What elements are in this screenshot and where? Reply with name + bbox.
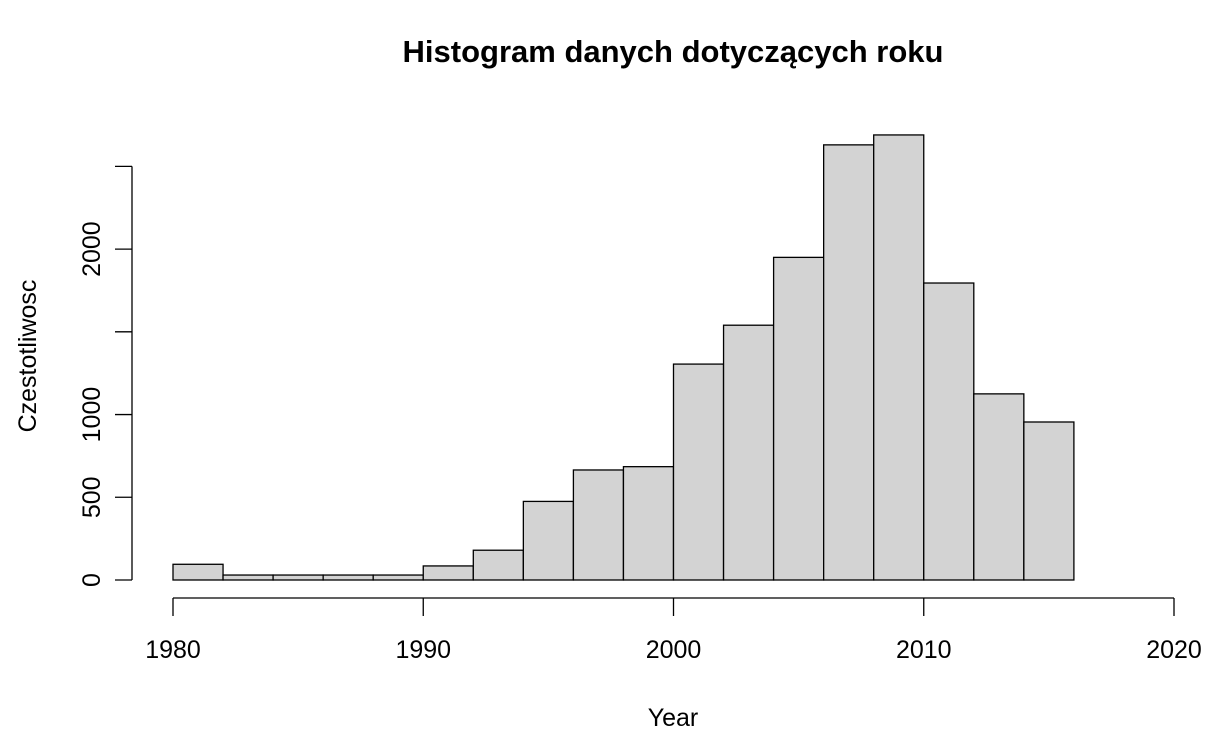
histogram-bar-2000-2002 (672, 363, 725, 581)
histogram-bar-2004-2006 (772, 256, 825, 581)
histogram-bar-2012-2014 (973, 393, 1025, 581)
x-tick-label: 1990 (395, 636, 451, 664)
y-axis-label: Czestotliwosc (14, 280, 42, 433)
histogram-bar-1998-2000 (622, 466, 675, 581)
histogram-bar-2002-2004 (722, 324, 775, 581)
x-tick-label: 1980 (145, 636, 201, 664)
histogram-bar-1996-1998 (572, 469, 625, 581)
histogram-bar-1982-1984 (222, 574, 274, 581)
histogram-bar-1986-1988 (322, 574, 374, 581)
y-tick-label: 500 (78, 476, 106, 518)
histogram-bar-2010-2012 (923, 282, 975, 581)
chart-title: Histogram danych dotyczących roku (403, 34, 944, 69)
y-axis: 0 500 1000 2000 (78, 165, 133, 587)
x-axis-label: Year (648, 704, 699, 732)
y-tick-label: 0 (78, 573, 106, 587)
histogram-bar-2006-2008 (823, 144, 875, 581)
x-tick-label: 2000 (646, 636, 702, 664)
x-tick-label: 2020 (1146, 636, 1202, 664)
bars-group (172, 134, 1075, 581)
histogram-bar-1994-1996 (522, 500, 575, 581)
y-tick-label: 2000 (78, 221, 106, 277)
histogram-bar-2008-2010 (873, 134, 925, 581)
histogram-bar-2014-2016 (1023, 421, 1075, 581)
y-tick-label: 1000 (78, 387, 106, 443)
histogram-bar-1992-1994 (472, 549, 524, 581)
x-tick-label: 2010 (896, 636, 952, 664)
histogram-bar-1980-1982 (172, 563, 224, 581)
histogram-bar-1984-1986 (272, 574, 324, 581)
histogram-bar-1990-1992 (422, 565, 474, 581)
histogram-bar-1988-1990 (372, 574, 424, 581)
x-axis: 1980 1990 2000 2010 2020 (145, 597, 1202, 664)
